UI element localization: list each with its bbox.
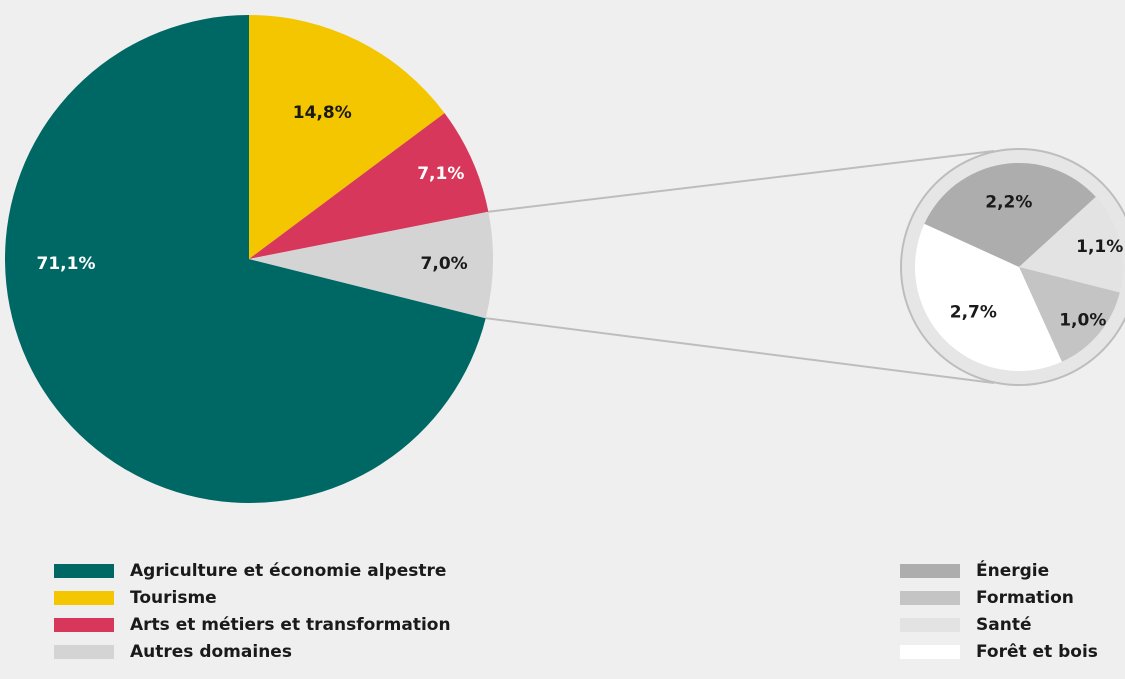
slice-label: 7,1% — [417, 164, 464, 184]
legend-item: Santé — [900, 611, 1098, 638]
main-pie: 71,1% 14,8% 7,1% 7,0% — [4, 15, 493, 503]
slice-label: 2,7% — [950, 303, 997, 323]
legend-swatch — [900, 590, 960, 605]
legend-label: Autres domaines — [130, 641, 292, 662]
legend-swatch — [54, 644, 114, 659]
pie-chart: 71,1% 14,8% 7,1% 7,0% 2,2% 1,1% 1,0% 2,7% — [4, 15, 1125, 503]
legend-item: Forêt et bois — [900, 638, 1098, 665]
legend-item: Agriculture et économie alpestre — [54, 557, 451, 584]
breakdown-pie: 2,2% 1,1% 1,0% 2,7% — [915, 162, 1123, 371]
legend-swatch — [900, 617, 960, 632]
slice-label: 2,2% — [985, 192, 1032, 212]
slice-label: 14,8% — [293, 103, 352, 123]
pie-slice — [4, 15, 486, 503]
slice-label: 7,0% — [421, 254, 468, 274]
legend-label: Agriculture et économie alpestre — [130, 560, 447, 581]
legend-item: Tourisme — [54, 584, 451, 611]
legend-label: Santé — [976, 614, 1032, 635]
legend-label: Tourisme — [130, 587, 217, 608]
legend-swatch — [54, 590, 114, 605]
legend-main: Agriculture et économie alpestre Tourism… — [54, 557, 451, 665]
slice-label: 1,1% — [1076, 237, 1123, 257]
pie-slice — [249, 15, 445, 259]
legend-label: Arts et métiers et transformation — [130, 614, 451, 635]
connector-lines — [485, 150, 995, 384]
legend-swatch — [900, 644, 960, 659]
legend-swatch — [54, 563, 114, 578]
pie-slice — [249, 113, 489, 260]
legend-swatch — [900, 563, 960, 578]
connector-line — [488, 150, 995, 213]
pie-slice — [249, 211, 493, 319]
pie-slice — [1019, 196, 1123, 293]
legend-item: Formation — [900, 584, 1098, 611]
legend-item: Arts et métiers et transformation — [54, 611, 451, 638]
pie-slice — [924, 162, 1096, 267]
legend-label: Énergie — [976, 560, 1050, 581]
legend-item: Énergie — [900, 557, 1098, 584]
slice-label: 1,0% — [1059, 310, 1106, 330]
connector-line — [485, 317, 995, 384]
pie-slice — [915, 223, 1062, 371]
legend-label: Forêt et bois — [976, 641, 1098, 662]
legend-item: Autres domaines — [54, 638, 451, 665]
pie-slice — [1019, 267, 1120, 362]
legend-breakdown: Énergie Formation Santé Forêt et bois — [900, 557, 1098, 665]
legend-label: Formation — [976, 587, 1074, 608]
slice-label: 71,1% — [37, 254, 96, 274]
legend-swatch — [54, 617, 114, 632]
